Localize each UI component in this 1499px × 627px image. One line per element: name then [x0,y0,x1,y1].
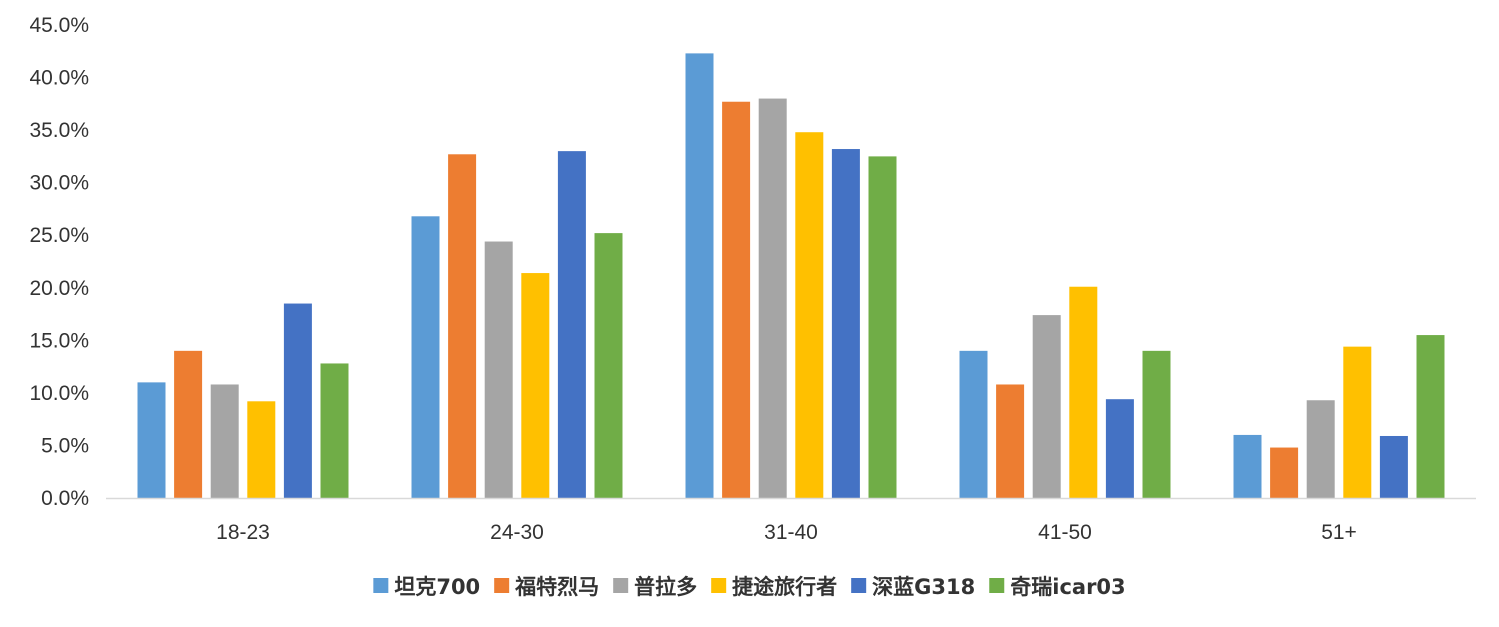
bar [959,350,988,498]
x-category-label: 51+ [1321,521,1357,544]
legend-swatch [989,578,1005,593]
bar [411,216,440,498]
bar [1416,335,1445,498]
bar [557,151,586,498]
bar [521,273,550,498]
bars [137,53,1445,499]
bar [1270,447,1299,498]
bar [996,384,1025,498]
legend-item: 捷途旅行者 [711,575,837,599]
bar [722,101,751,498]
bar [868,156,897,498]
bar [1105,399,1134,498]
bar [1379,435,1408,498]
bar [1142,350,1171,498]
x-axis-labels: 18-23 24-30 31-40 41-50 51+ [216,521,1357,544]
bar [685,53,714,498]
legend-item: 深蓝G318 [851,575,975,599]
bar [448,154,477,498]
x-category-label: 41-50 [1038,521,1092,544]
bar [174,350,203,498]
legend-label: 普拉多 [634,575,697,599]
bar [1233,434,1262,498]
y-tick-label: 10.0% [29,382,89,405]
legend-label: 坦克700 [394,575,480,599]
bar [283,303,312,498]
legend-swatch [851,578,867,593]
bar [247,401,276,498]
legend-item: 普拉多 [613,575,697,599]
legend-item: 福特烈马 [494,575,599,599]
y-tick-label: 15.0% [29,329,89,352]
bar [137,382,166,498]
bar [210,384,239,498]
y-axis-ticks: 0.0% 5.0% 10.0% 15.0% 20.0% 25.0% 30.0% 35.0% 40… [29,14,89,510]
bar [594,233,623,498]
legend-label: 福特烈马 [514,575,599,599]
legend-swatch [373,578,389,593]
x-category-label: 18-23 [216,521,270,544]
y-tick-label: 20.0% [29,277,89,300]
bar [758,98,787,499]
legend-swatch [613,578,629,593]
bar [795,132,824,499]
bar [1069,286,1098,498]
legend-swatch [494,578,510,593]
y-tick-label: 40.0% [29,67,89,90]
x-category-label: 31-40 [764,521,818,544]
legend-swatch [711,578,727,593]
bar [831,149,860,498]
legend-label: 奇瑞icar03 [1010,575,1125,599]
bar [1343,346,1372,498]
bar [1032,315,1061,498]
legend-item: 奇瑞icar03 [989,575,1126,599]
bar [1306,400,1335,498]
bar [484,241,513,499]
legend-label: 捷途旅行者 [732,575,837,599]
legend-item: 坦克700 [373,575,480,599]
y-tick-label: 30.0% [29,172,89,195]
legend: 坦克700 福特烈马 普拉多 捷途旅行者 深蓝G318 奇瑞icar03 [373,575,1126,599]
legend-label: 深蓝G318 [872,575,975,599]
x-category-label: 24-30 [490,521,544,544]
y-tick-label: 0.0% [41,487,89,510]
y-tick-label: 35.0% [29,119,89,142]
y-tick-label: 25.0% [29,224,89,247]
y-tick-label: 45.0% [29,14,89,37]
bar [320,363,349,498]
y-tick-label: 5.0% [41,434,89,457]
